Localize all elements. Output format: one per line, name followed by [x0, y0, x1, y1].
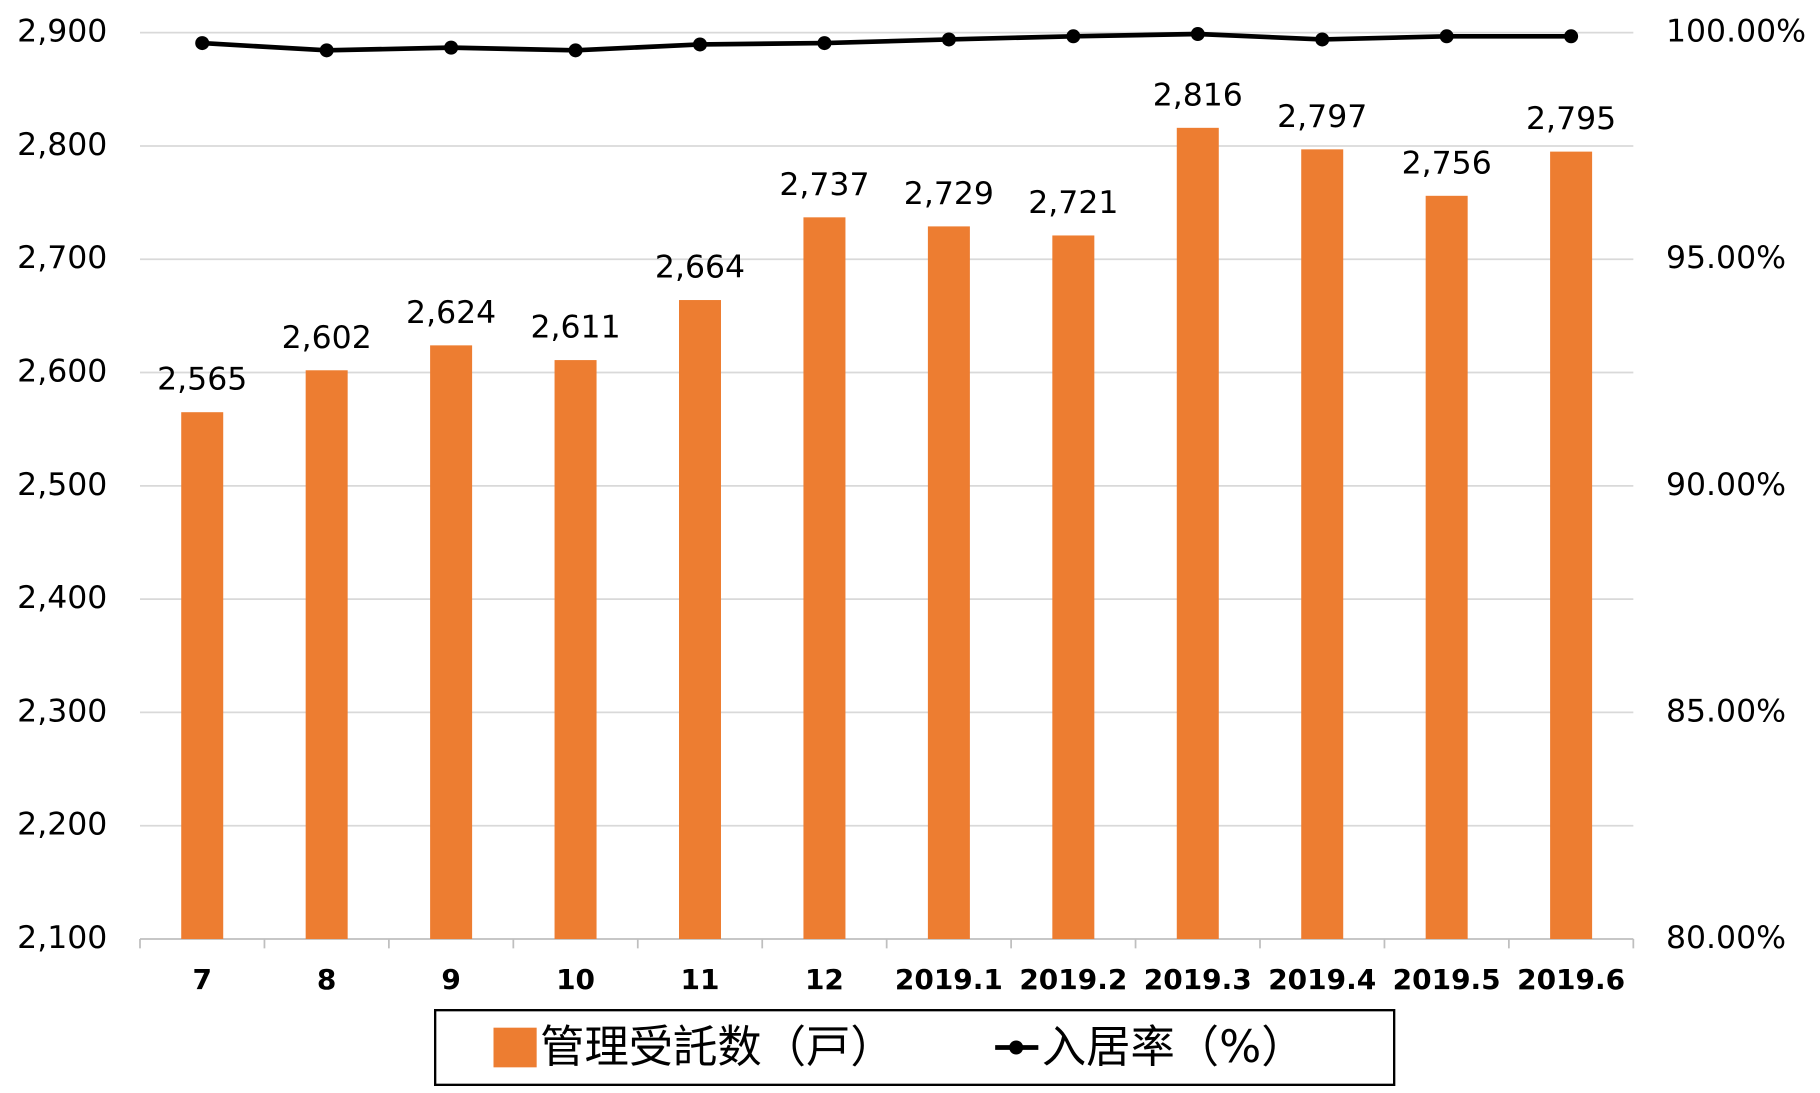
y-tick-label: 2,500	[17, 467, 107, 503]
x-tick-label: 7	[192, 963, 211, 996]
legend-label: 入居率（%）	[1042, 1022, 1306, 1073]
line-point	[941, 32, 956, 47]
data-label: 2,737	[779, 167, 869, 203]
y-tick-label: 2,800	[17, 127, 107, 163]
line-point	[195, 36, 210, 51]
y2-tick-label: 85.00%	[1666, 693, 1786, 729]
legend-box	[434, 1009, 1396, 1087]
line-point	[1564, 29, 1579, 44]
x-tick-label: 12	[805, 963, 844, 996]
data-label: 2,611	[530, 310, 620, 346]
y-tick-label: 2,300	[17, 693, 107, 729]
x-tick-label: 2019.4	[1268, 963, 1376, 996]
line-point	[1439, 29, 1454, 44]
data-label: 2,602	[282, 320, 372, 356]
y2-tick-label: 95.00%	[1666, 240, 1786, 276]
data-label: 2,565	[157, 362, 247, 398]
y-tick-label: 2,600	[17, 354, 107, 390]
bar	[679, 300, 721, 940]
x-tick-label: 2019.1	[895, 963, 1003, 996]
y2-tick-label: 80.00%	[1666, 920, 1786, 956]
bar	[1052, 235, 1095, 940]
x-tick-label: 2019.2	[1019, 963, 1127, 996]
legend-swatch	[1009, 1040, 1024, 1055]
bar	[430, 345, 473, 940]
bar	[1550, 151, 1593, 940]
line-point	[1315, 32, 1330, 47]
y2-tick-label: 100.00%	[1666, 14, 1806, 50]
line-point	[444, 40, 459, 55]
data-label: 2,795	[1526, 101, 1616, 137]
bar	[305, 370, 348, 940]
data-label: 2,797	[1277, 99, 1367, 135]
data-label: 2,729	[904, 176, 994, 212]
data-label: 2,664	[655, 250, 745, 286]
line	[202, 31, 1572, 53]
y-tick-label: 2,900	[17, 14, 107, 50]
y-tick-label: 2,100	[17, 920, 107, 956]
x-tick-label: 2019.6	[1517, 963, 1625, 996]
data-label: 2,816	[1153, 77, 1243, 113]
bar	[181, 412, 224, 940]
x-tick-label: 10	[556, 963, 595, 996]
legend-swatch	[493, 1027, 537, 1068]
bar	[803, 217, 846, 940]
line-point	[693, 37, 707, 52]
bar	[927, 226, 970, 940]
x-tick-label: 2019.5	[1393, 963, 1501, 996]
y2-tick-label: 90.00%	[1666, 467, 1786, 503]
data-label: 2,721	[1028, 185, 1118, 221]
data-label: 2,624	[406, 295, 496, 331]
x-tick-label: 2019.3	[1144, 963, 1252, 996]
y-tick-label: 2,200	[17, 807, 107, 843]
x-tick-label: 9	[441, 963, 460, 996]
line-point	[568, 43, 583, 58]
bar	[1425, 195, 1468, 940]
x-tick-label: 8	[317, 963, 336, 996]
y-tick-label: 2,700	[17, 240, 107, 276]
bar	[554, 360, 597, 940]
bar	[1301, 149, 1344, 940]
legend-label: 管理受託数（戸）	[540, 1022, 895, 1073]
y-tick-label: 2,400	[17, 580, 107, 616]
line-point	[817, 36, 832, 51]
line-point	[1066, 29, 1081, 44]
line-point	[319, 43, 334, 58]
x-tick-label: 11	[681, 963, 720, 996]
data-label: 2,756	[1402, 145, 1492, 181]
bar	[1176, 127, 1219, 940]
line-point	[1190, 27, 1205, 42]
